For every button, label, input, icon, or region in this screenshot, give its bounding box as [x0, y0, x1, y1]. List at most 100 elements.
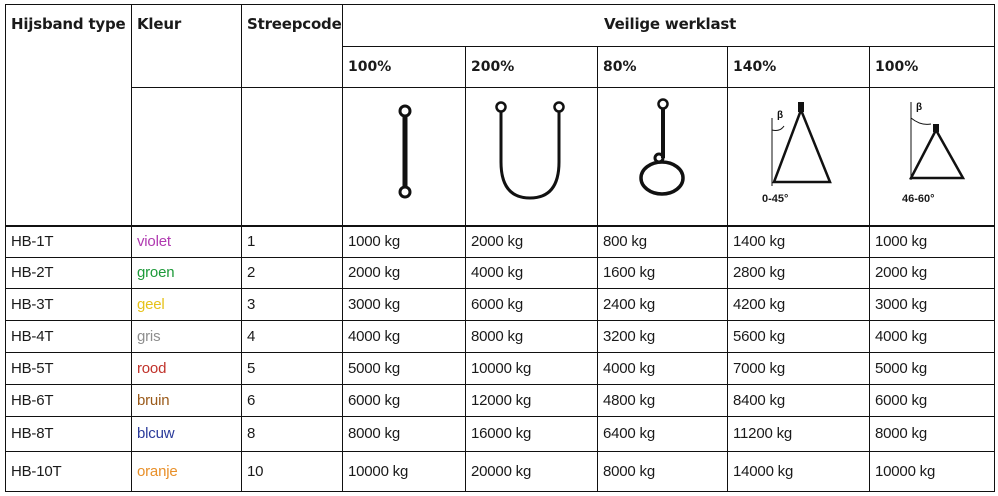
column-divider [465, 46, 466, 492]
percent-divider [131, 87, 995, 88]
table-border-bottom [5, 491, 995, 492]
row-load: 14000 kg [733, 463, 794, 480]
row-load: 6400 kg [603, 425, 655, 442]
row-load: 5600 kg [733, 328, 785, 345]
row-load: 6000 kg [875, 392, 927, 409]
row-load: 7000 kg [733, 360, 785, 377]
row-type: HB-6T [11, 392, 54, 409]
row-type: HB-5T [11, 360, 54, 377]
column-divider [342, 4, 343, 492]
row-kleur: geel [137, 296, 165, 313]
row-divider [5, 257, 995, 258]
row-load: 5000 kg [875, 360, 927, 377]
row-load: 4800 kg [603, 392, 655, 409]
row-load: 11200 kg [733, 425, 793, 442]
row-load: 8000 kg [875, 425, 927, 442]
row-kleur: gris [137, 328, 161, 345]
row-kleur: oranje [137, 463, 178, 480]
column-divider [241, 4, 242, 492]
choke-lift-icon [635, 98, 691, 200]
two-leg-60-icon: β [901, 98, 971, 194]
row-load: 4000 kg [348, 328, 400, 345]
row-kleur: rood [137, 360, 167, 377]
row-load: 6000 kg [348, 392, 400, 409]
row-load: 1000 kg [875, 233, 927, 250]
row-load: 10000 kg [348, 463, 409, 480]
row-load: 2400 kg [603, 296, 655, 313]
row-load: 3000 kg [348, 296, 400, 313]
basket-lift-icon [493, 100, 569, 202]
row-load: 4000 kg [471, 264, 523, 281]
table-border-left [5, 4, 6, 492]
row-divider [5, 384, 995, 385]
header-divider [342, 46, 995, 47]
row-streepcode: 2 [247, 264, 256, 281]
percent-basket: 200% [471, 59, 515, 75]
row-streepcode: 8 [247, 425, 256, 442]
row-load: 3000 kg [875, 296, 927, 313]
row-divider [5, 352, 995, 353]
angle-label-45: 0-45° [762, 193, 789, 205]
row-load: 4000 kg [875, 328, 927, 345]
row-load: 1000 kg [348, 233, 400, 250]
row-streepcode: 3 [247, 296, 256, 313]
table-border-right [994, 4, 995, 492]
percent-two-leg-45: 140% [733, 59, 777, 75]
row-divider [5, 416, 995, 417]
row-streepcode: 6 [247, 392, 256, 409]
row-load: 2800 kg [733, 264, 785, 281]
row-divider [5, 320, 995, 321]
row-load: 2000 kg [348, 264, 400, 281]
svg-text:β: β [777, 110, 783, 121]
row-load: 800 kg [603, 233, 647, 250]
row-kleur: groen [137, 264, 175, 281]
row-kleur: bruin [137, 392, 170, 409]
row-load: 8000 kg [348, 425, 400, 442]
row-type: HB-3T [11, 296, 54, 313]
row-streepcode: 5 [247, 360, 256, 377]
two-leg-45-icon: β [760, 96, 840, 196]
row-load: 12000 kg [471, 392, 532, 409]
table-border-top [5, 4, 995, 5]
header-streepcode: Streepcode [247, 15, 342, 33]
row-streepcode: 1 [247, 233, 256, 250]
row-load: 4200 kg [733, 296, 785, 313]
column-divider [727, 46, 728, 492]
row-load: 8000 kg [471, 328, 523, 345]
angle-label-60: 46-60° [902, 193, 935, 205]
row-streepcode: 10 [247, 463, 264, 480]
row-load: 20000 kg [471, 463, 532, 480]
percent-straight: 100% [348, 59, 392, 75]
row-load: 16000 kg [471, 425, 532, 442]
percent-choke: 80% [603, 59, 637, 75]
row-divider [5, 288, 995, 289]
svg-text:β: β [916, 102, 922, 113]
header-kleur: Kleur [137, 15, 182, 33]
row-type: HB-10T [11, 463, 62, 480]
header-bottom-rule [5, 225, 995, 227]
row-load: 10000 kg [471, 360, 532, 377]
row-type: HB-8T [11, 425, 54, 442]
row-load: 3200 kg [603, 328, 655, 345]
row-load: 4000 kg [603, 360, 655, 377]
row-type: HB-1T [11, 233, 54, 250]
column-divider [869, 46, 870, 492]
row-load: 8400 kg [733, 392, 785, 409]
column-divider [597, 46, 598, 492]
row-load: 10000 kg [875, 463, 936, 480]
row-load: 5000 kg [348, 360, 400, 377]
row-kleur: violet [137, 233, 171, 250]
straight-lift-icon [393, 104, 417, 200]
row-load: 1400 kg [733, 233, 785, 250]
row-streepcode: 4 [247, 328, 256, 345]
row-load: 6000 kg [471, 296, 523, 313]
row-load: 8000 kg [603, 463, 655, 480]
row-type: HB-4T [11, 328, 54, 345]
percent-two-leg-60: 100% [875, 59, 919, 75]
header-type: Hijsband type [11, 15, 126, 33]
column-divider [131, 4, 132, 492]
row-load: 1600 kg [603, 264, 655, 281]
row-type: HB-2T [11, 264, 54, 281]
header-werklast: Veilige werklast [604, 15, 737, 33]
row-load: 2000 kg [875, 264, 927, 281]
